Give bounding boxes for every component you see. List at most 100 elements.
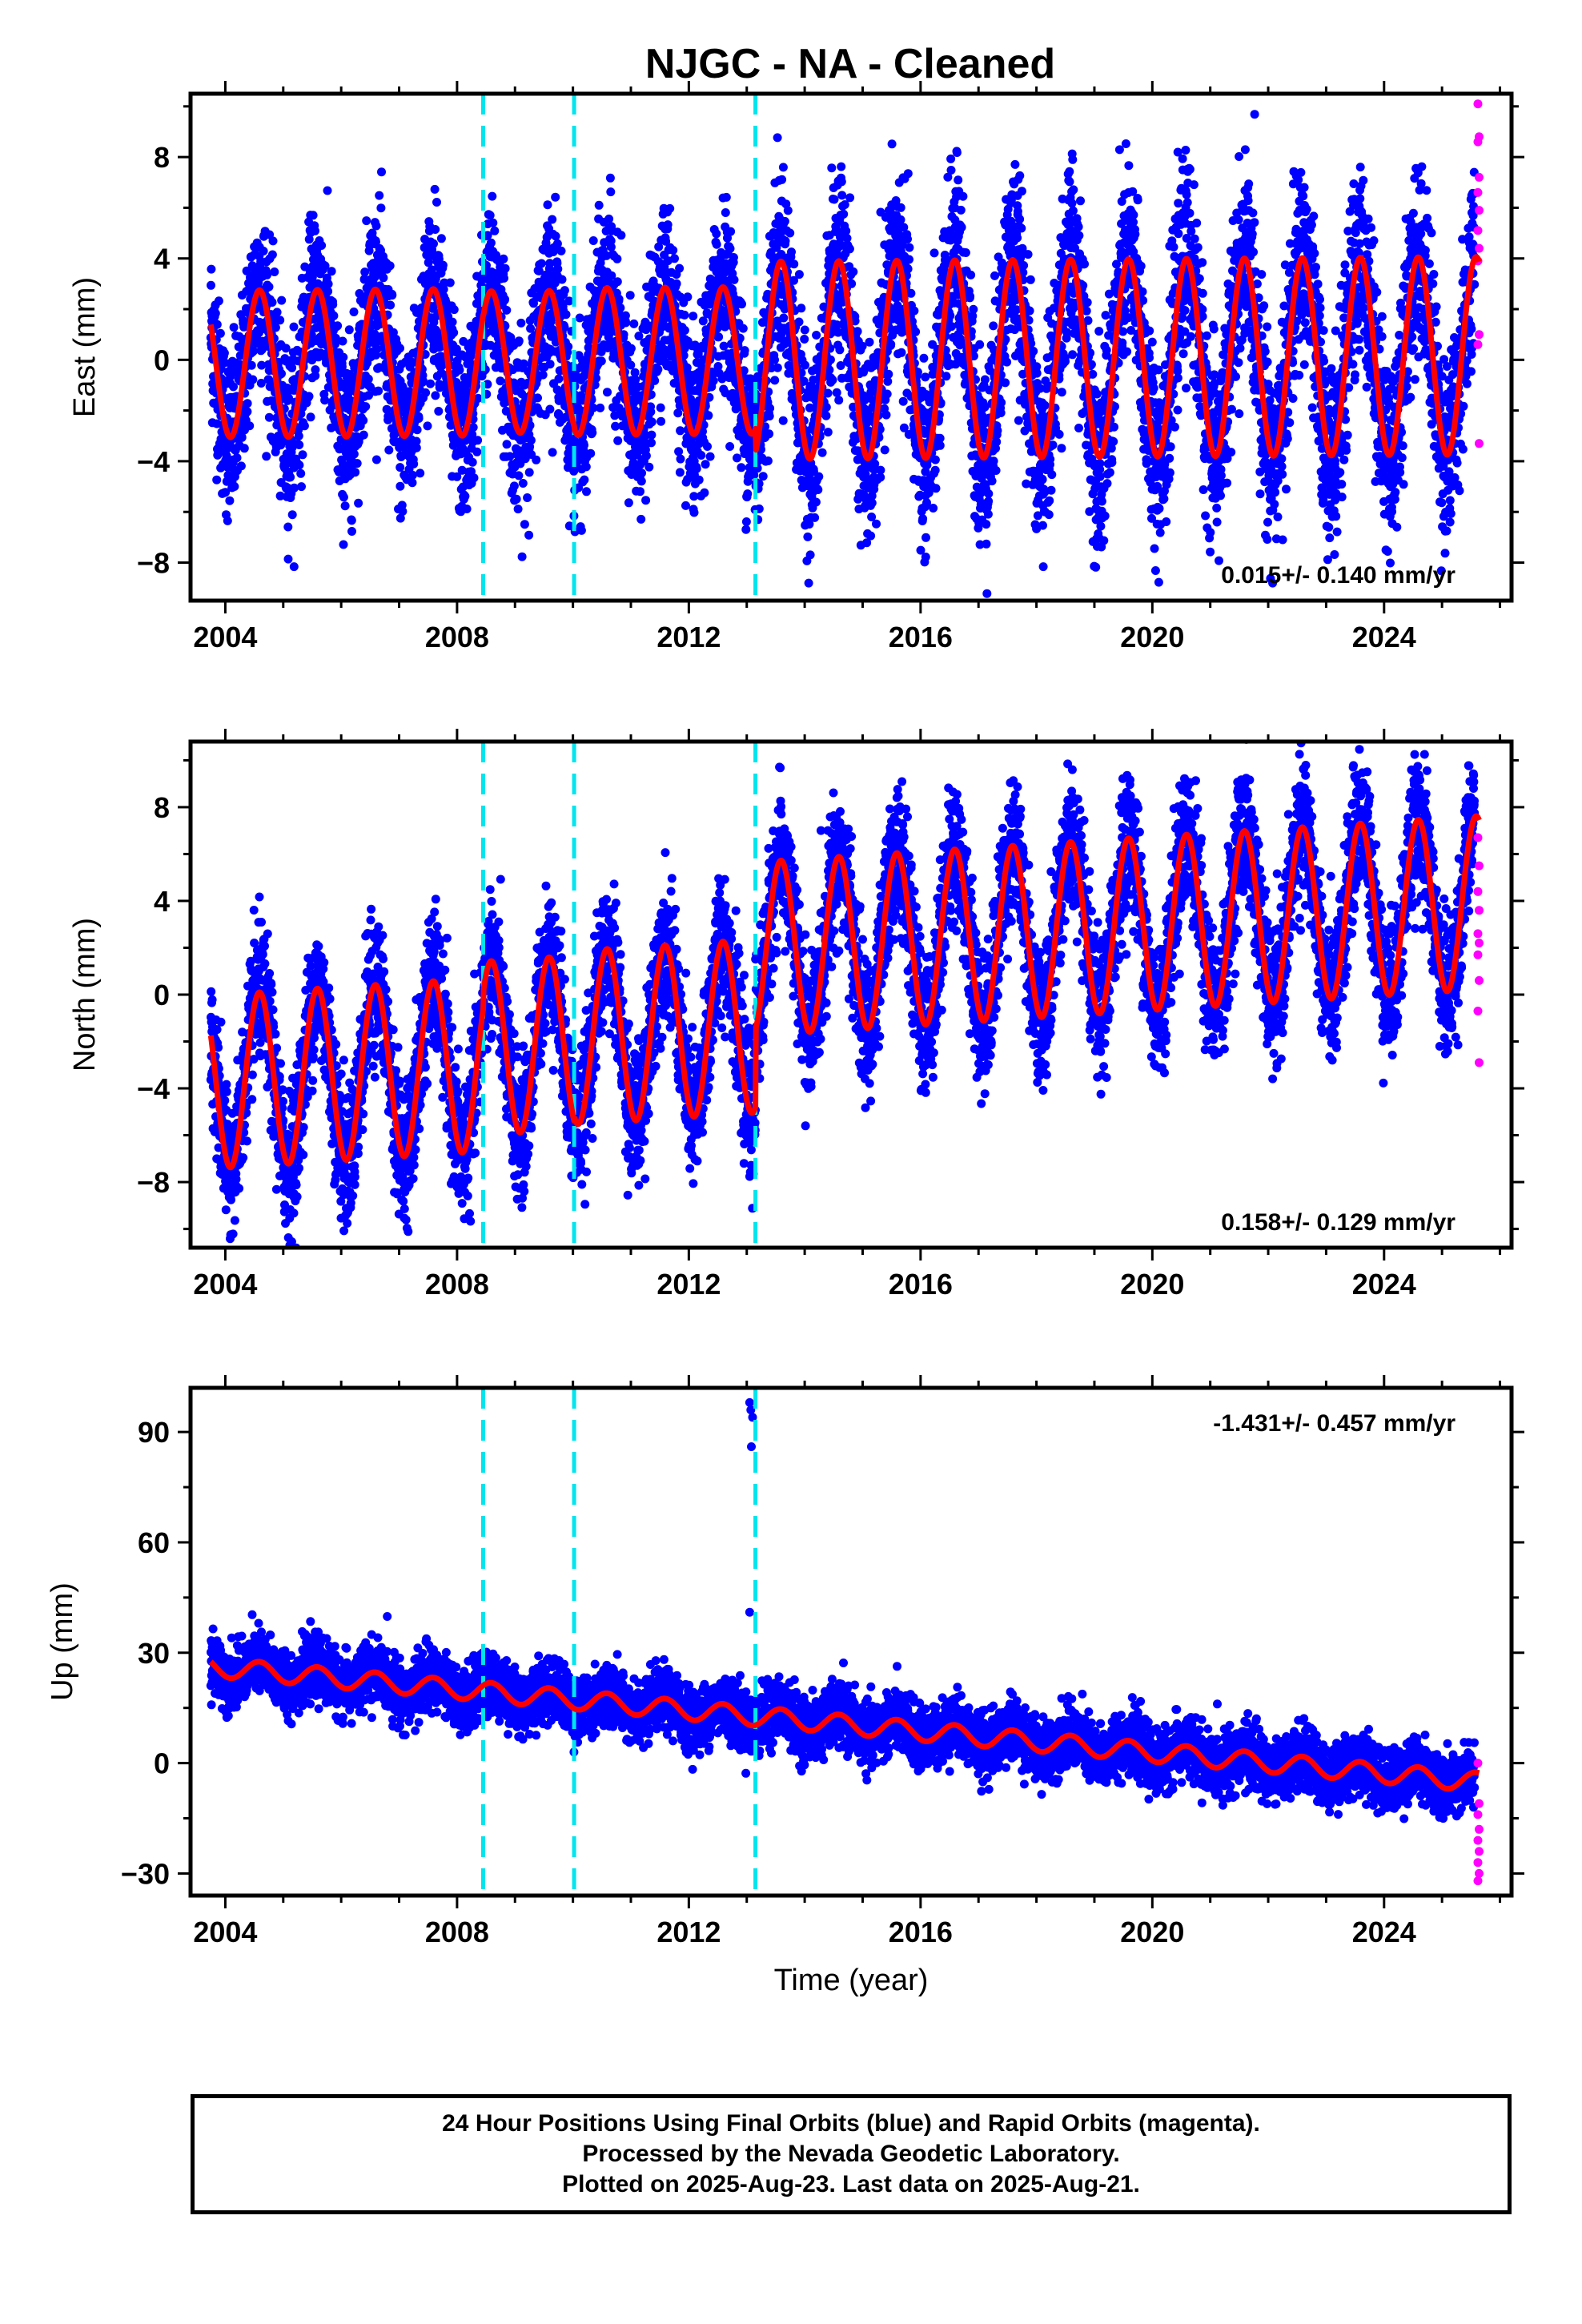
final-orbit-point [304,235,314,244]
final-orbit-point [247,360,256,370]
final-orbit-point [361,402,371,412]
final-orbit-point [832,388,841,397]
final-orbit-point [837,191,847,200]
final-orbit-point [669,246,678,255]
final-orbit-point [794,270,804,279]
final-orbit-point [455,365,464,375]
final-orbit-point [264,412,274,422]
final-orbit-point [412,436,421,446]
final-orbit-point [703,442,712,451]
final-orbit-point [317,241,327,250]
final-orbit-point [738,324,748,333]
final-orbit-point [271,323,280,332]
final-orbit-point [375,191,384,200]
final-orbit-point [647,438,656,448]
final-orbit-point [239,444,249,453]
final-orbit-point [918,514,928,524]
final-orbit-point [229,323,239,332]
final-orbit-point [704,411,713,420]
final-orbit-point [596,403,605,412]
final-orbit-point [909,306,919,316]
final-orbit-point [770,355,779,364]
final-orbit-point [961,248,970,257]
final-orbit-point [613,436,623,445]
final-orbit-point [876,465,885,475]
final-orbit-point [514,471,524,480]
final-orbit-point [363,374,373,384]
final-orbit-point [420,350,430,359]
final-orbit-point [257,360,267,370]
final-orbit-point [765,404,775,413]
final-orbit-point [396,463,405,472]
final-orbit-point [629,319,639,328]
final-orbit-point [398,507,408,516]
final-orbit-point [580,475,589,485]
final-orbit-point [524,530,534,540]
final-orbit-point [364,391,373,400]
final-orbit-point [344,325,354,335]
final-orbit-point [676,426,685,436]
final-orbit-point [275,316,285,325]
final-orbit-point [304,392,314,401]
final-orbit-point [773,133,782,143]
final-orbit-point [232,453,242,463]
final-orbit-point [287,363,297,372]
final-orbit-point [828,376,837,384]
final-orbit-point [212,320,222,329]
final-orbit-point [323,279,333,289]
final-orbit-point [338,336,347,346]
final-orbit-point [472,447,482,456]
final-orbit-point [543,200,552,210]
final-orbit-point [371,237,380,247]
final-orbit-point [845,244,854,254]
final-orbit-point [606,243,616,251]
final-orbit-point [811,497,821,507]
final-orbit-point [354,498,363,508]
final-orbit-point [323,287,333,296]
final-orbit-point [248,375,258,384]
final-orbit-point [396,481,405,491]
final-orbit-point [500,273,508,283]
final-orbit-point [903,169,913,179]
final-orbit-point [488,191,497,201]
final-orbit-point [499,254,508,263]
final-orbit-point [721,192,731,202]
final-orbit-point [812,331,821,340]
final-orbit-point [845,193,855,203]
final-orbit-point [957,223,966,232]
final-orbit-point [331,333,340,343]
final-orbit-point [556,246,566,255]
final-orbit-point [421,388,431,397]
final-orbit-point [432,198,441,207]
final-orbit-point [219,348,229,358]
final-orbit-point [954,175,963,185]
final-orbit-point [903,264,913,274]
final-orbit-point [996,408,1006,417]
final-orbit-point [468,457,477,467]
final-orbit-point [272,308,282,317]
final-orbit-point [935,440,945,450]
final-orbit-point [259,247,268,255]
final-orbit-point [297,482,306,492]
final-orbit-point [414,414,424,423]
final-orbit-point [320,261,330,271]
final-orbit-point [500,295,509,304]
final-orbit-point [581,462,591,472]
final-orbit-point [743,489,753,499]
final-orbit-point [725,243,735,253]
final-orbit-point [719,341,729,351]
final-orbit-point [283,554,293,564]
final-orbit-point [295,460,304,470]
final-orbit-point [576,525,586,535]
final-orbit-point [647,417,656,427]
final-orbit-point [829,195,839,204]
final-orbit-point [262,452,271,461]
final-orbit-point [765,429,774,439]
final-orbit-point [674,447,684,456]
final-orbit-point [222,452,231,461]
final-orbit-point [283,522,293,532]
final-orbit-point [794,317,804,327]
final-orbit-point [821,403,831,412]
final-orbit-point [295,440,304,449]
final-orbit-point [337,362,347,372]
